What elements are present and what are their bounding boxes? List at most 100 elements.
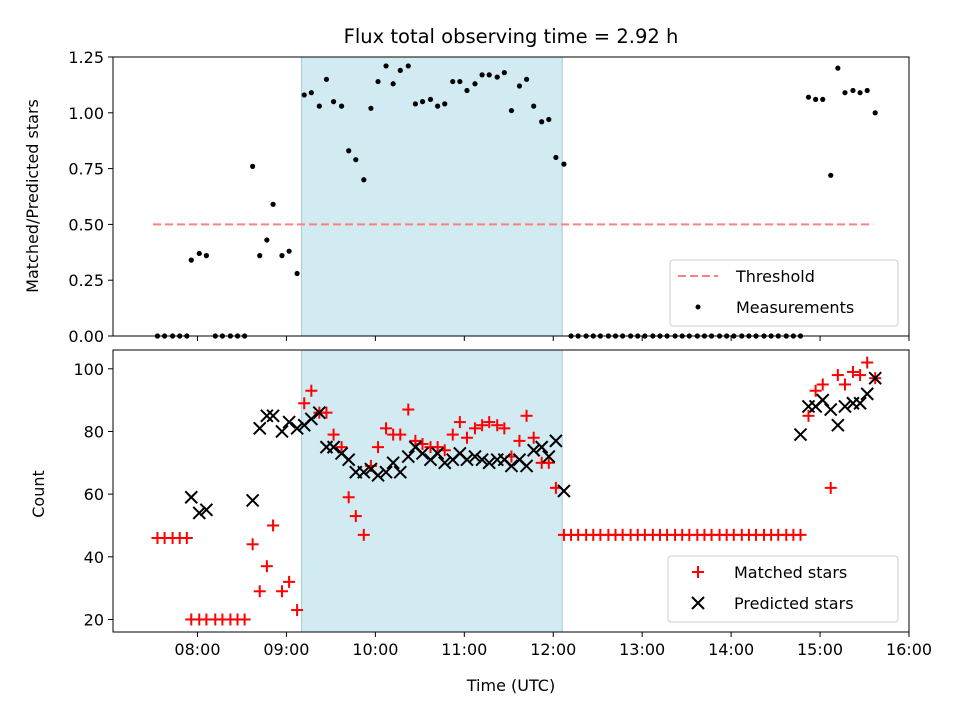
predicted-star-mark-b xyxy=(534,440,549,454)
predicted-star-mark-b xyxy=(326,440,341,454)
predicted-star-mark-b xyxy=(357,465,371,479)
measurement-point xyxy=(531,103,537,109)
predicted-star-mark-b xyxy=(260,409,274,423)
matched-star-point xyxy=(335,441,348,454)
predicted-star-mark-b xyxy=(557,484,571,498)
matched-star-point xyxy=(476,419,489,432)
predicted-star-mark-b xyxy=(504,459,519,473)
predicted-star-point xyxy=(860,387,874,401)
measurement-point xyxy=(405,63,411,69)
legend-frame xyxy=(669,259,899,327)
predicted-star-mark-b xyxy=(415,446,430,461)
predicted-star-point xyxy=(549,434,563,448)
predicted-star-point xyxy=(793,427,808,442)
predicted-star-mark-b xyxy=(393,465,407,479)
predicted-star-point xyxy=(475,452,489,467)
predicted-star-point xyxy=(460,452,474,467)
predicted-star-mark-b xyxy=(334,446,349,461)
measurement-point xyxy=(435,103,441,109)
bottom-y-tick-label: 40 xyxy=(84,548,104,567)
observing-time-span xyxy=(301,56,563,337)
measurement-point xyxy=(523,76,530,82)
predicted-star-point xyxy=(482,456,496,470)
top-y-tick-label: 0.75 xyxy=(68,160,104,179)
predicted-star-mark-b xyxy=(526,443,541,457)
matched-star-point xyxy=(831,369,844,382)
predicted-star-point xyxy=(192,506,206,520)
measurement-point xyxy=(494,74,500,80)
top-y-tick-label: 0.25 xyxy=(68,271,104,290)
bottom-x-tick-label: 13:00 xyxy=(619,640,665,659)
predicted-star-point xyxy=(253,421,267,436)
predicted-star-mark-b xyxy=(364,462,378,476)
legend-predicted-label: Predicted stars xyxy=(734,594,854,613)
measurement-point xyxy=(257,253,263,259)
bottom-x-tick-label: 10:00 xyxy=(352,640,398,659)
bottom-x-tick-label: 14:00 xyxy=(708,640,754,659)
predicted-star-mark-b xyxy=(853,396,867,410)
legend-top: Threshold Measurements xyxy=(669,259,899,327)
predicted-star-point xyxy=(534,440,549,454)
x-axis-label-time: Time (UTC) xyxy=(466,676,555,695)
predicted-star-point xyxy=(401,449,415,464)
matched-star-point xyxy=(483,416,496,429)
matched-star-point xyxy=(446,428,459,441)
predicted-star-point xyxy=(526,443,541,457)
predicted-star-point xyxy=(415,446,430,461)
measurement-point xyxy=(412,101,418,107)
predicted-star-mark-b xyxy=(438,456,452,470)
measurement-point xyxy=(472,81,478,87)
bottom-y-tick-label: 20 xyxy=(84,610,104,629)
predicted-star-point xyxy=(184,490,198,504)
matched-star-point xyxy=(372,441,385,454)
predicted-star-mark-b xyxy=(468,449,482,464)
predicted-star-point xyxy=(393,465,407,479)
flux-ratio-panel: Flux total observing time = 2.92 h 0.00 0… xyxy=(23,25,910,346)
matched-star-point xyxy=(824,481,837,494)
predicted-star-mark-b xyxy=(549,434,563,448)
measurement-point xyxy=(864,87,870,94)
measurement-point xyxy=(450,78,456,85)
matched-star-point xyxy=(298,397,311,410)
predicted-star-point xyxy=(504,459,519,473)
top-y-tick-label: 0.00 xyxy=(68,327,104,346)
measurement-point xyxy=(203,253,209,259)
legend-threshold-label: Threshold xyxy=(735,267,815,286)
matched-star-point xyxy=(498,422,511,435)
measurement-point xyxy=(323,76,330,82)
predicted-star-mark-b xyxy=(290,421,304,436)
predicted-star-mark-b xyxy=(453,446,467,461)
legend-bottom: Matched stars Predicted stars xyxy=(667,555,899,623)
predicted-star-point xyxy=(542,449,556,464)
predicted-star-mark-b xyxy=(793,427,808,442)
matched-star-point xyxy=(253,585,266,598)
predicted-star-mark-b xyxy=(401,449,415,464)
matched-star-point xyxy=(275,585,288,598)
predicted-star-point xyxy=(290,421,304,436)
matched-star-point xyxy=(513,434,526,447)
matched-star-point xyxy=(260,560,273,573)
predicted-star-point xyxy=(357,465,371,479)
measurement-point xyxy=(250,163,256,169)
measurement-point xyxy=(188,257,194,263)
measurement-point xyxy=(316,103,322,109)
measurement-point xyxy=(546,116,552,123)
predicted-star-point xyxy=(868,371,882,385)
measurement-point xyxy=(842,90,848,96)
predicted-star-point xyxy=(853,396,867,410)
predicted-star-mark-b xyxy=(379,465,393,479)
predicted-star-point xyxy=(824,402,838,417)
measurement-point xyxy=(501,70,507,76)
predicted-star-point xyxy=(519,459,534,473)
predicted-star-mark-b xyxy=(371,468,385,483)
matched-star-point xyxy=(394,428,407,441)
star-count-panel: 20 40 60 80 100 08:00 09:00 10:00 11:00 12:00 13:0… xyxy=(29,349,932,695)
predicted-star-point xyxy=(199,503,214,517)
matched-star-point xyxy=(327,428,340,441)
measurement-point xyxy=(553,154,559,161)
predicted-star-mark-b xyxy=(824,402,838,417)
matched-star-point xyxy=(816,378,829,391)
predicted-star-point xyxy=(275,424,289,439)
matched-star-point xyxy=(180,532,193,544)
matched-star-point xyxy=(838,378,851,391)
